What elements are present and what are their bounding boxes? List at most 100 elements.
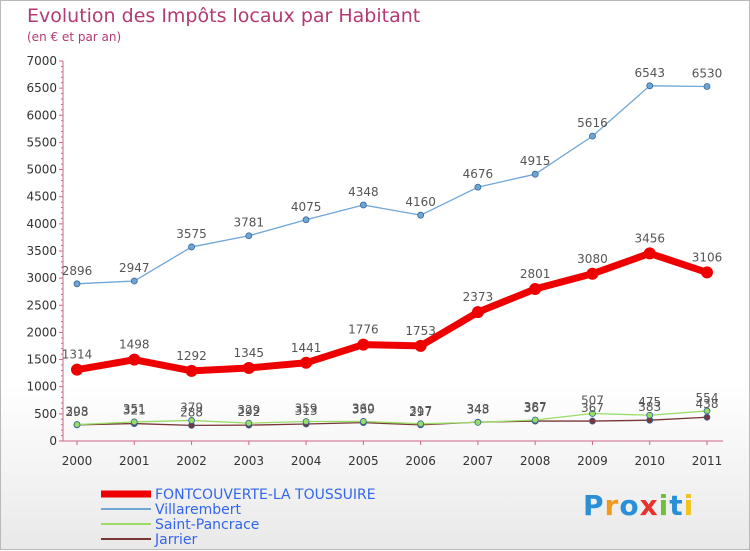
data-label: 4915 — [520, 154, 551, 168]
y-tick-label: 1500 — [26, 353, 57, 367]
data-label: 507 — [581, 393, 604, 407]
data-label: 2896 — [62, 264, 93, 278]
x-tick-label: 2005 — [348, 454, 379, 468]
data-label: 3575 — [176, 227, 207, 241]
data-label: 4075 — [291, 200, 322, 214]
data-point — [417, 420, 425, 428]
data-point — [302, 418, 310, 425]
legend-label: Saint-Pancrace — [155, 517, 259, 533]
legend-label: Villarembert — [155, 502, 241, 518]
data-label: 348 — [466, 402, 489, 416]
data-label: 343 — [466, 402, 489, 416]
x-tick-label: 2008 — [520, 454, 551, 468]
y-tick-label: 4500 — [26, 190, 57, 204]
data-point — [300, 356, 313, 369]
data-point — [185, 364, 198, 377]
data-point — [531, 170, 539, 178]
logo-letter: r — [604, 489, 620, 522]
x-tick-label: 2006 — [405, 454, 436, 468]
data-label: 3080 — [577, 252, 608, 266]
data-label: 6530 — [692, 67, 723, 81]
y-tick-label: 2500 — [26, 298, 57, 312]
data-label: 313 — [295, 404, 318, 418]
data-label: 360 — [352, 401, 375, 415]
data-point — [128, 353, 141, 366]
y-tick-label: 0 — [49, 434, 57, 448]
data-label: 2947 — [119, 261, 150, 275]
chart-title: Evolution des Impôts locaux par Habitant — [27, 5, 421, 27]
data-point — [302, 216, 310, 224]
series-line — [76, 85, 708, 285]
data-point — [531, 416, 539, 424]
data-point — [414, 339, 427, 352]
data-point — [130, 418, 138, 426]
data-label: 298 — [66, 405, 89, 419]
data-point — [417, 211, 425, 219]
data-label: 383 — [638, 400, 661, 414]
data-point — [703, 413, 711, 421]
data-label: 4348 — [348, 185, 379, 199]
x-tick-label: 2004 — [291, 454, 322, 468]
data-label: 2801 — [520, 267, 551, 281]
data-label: 292 — [237, 405, 260, 419]
legend-label: FONTCOUVERTE-LA TOUSSUIRE — [155, 487, 376, 503]
series-line — [73, 249, 711, 375]
data-label: 4676 — [463, 167, 494, 181]
data-point — [357, 338, 370, 351]
data-label: 1345 — [234, 346, 265, 360]
y-tick-label: 3500 — [26, 244, 57, 258]
data-label: 1776 — [348, 323, 379, 337]
logo-letter: P — [583, 489, 605, 522]
data-label: 1292 — [176, 349, 207, 363]
data-label: 339 — [352, 403, 375, 417]
data-label: 1753 — [405, 324, 436, 338]
y-tick-label: 6500 — [26, 81, 57, 95]
data-point — [589, 410, 596, 417]
data-label: 387 — [524, 400, 547, 414]
data-point — [701, 266, 713, 279]
data-label: 5616 — [577, 116, 608, 130]
data-point — [73, 421, 81, 428]
data-point — [586, 267, 599, 280]
data-label: 329 — [237, 403, 260, 417]
data-label: 288 — [180, 405, 203, 419]
x-tick-label: 2001 — [119, 454, 150, 468]
x-tick-label: 2003 — [234, 454, 265, 468]
data-label: 1314 — [62, 348, 93, 362]
data-point — [73, 280, 81, 288]
data-point — [643, 247, 656, 260]
data-label: 321 — [123, 404, 146, 418]
data-label: 475 — [638, 395, 661, 409]
data-point — [703, 83, 711, 90]
data-point — [589, 132, 596, 140]
data-point — [71, 363, 83, 376]
y-tick-label: 5500 — [26, 135, 57, 149]
x-tick-label: 2011 — [692, 454, 723, 468]
data-point — [529, 282, 542, 295]
data-point — [474, 418, 482, 426]
y-tick-label: 500 — [34, 407, 57, 421]
data-point — [474, 183, 482, 191]
data-label: 3106 — [692, 250, 723, 264]
data-point — [242, 361, 255, 374]
data-point — [245, 419, 253, 427]
data-label: 351 — [123, 402, 146, 416]
data-point — [188, 243, 195, 251]
x-tick-label: 2002 — [176, 454, 207, 468]
x-tick-label: 2010 — [634, 454, 665, 468]
data-label: 367 — [581, 401, 604, 415]
data-point — [646, 82, 654, 90]
y-tick-label: 1000 — [26, 380, 57, 394]
y-tick-label: 4000 — [26, 217, 57, 231]
data-label: 3456 — [634, 231, 665, 245]
data-point — [245, 232, 253, 240]
data-label: 4160 — [405, 195, 436, 209]
data-label: 1498 — [119, 338, 150, 352]
chart-subtitle: (en € et par an) — [27, 30, 122, 44]
y-tick-label: 5000 — [26, 163, 57, 177]
x-tick-label: 2009 — [577, 454, 608, 468]
data-point — [703, 407, 711, 415]
series-line — [76, 410, 708, 426]
y-tick-label: 2000 — [26, 325, 57, 339]
